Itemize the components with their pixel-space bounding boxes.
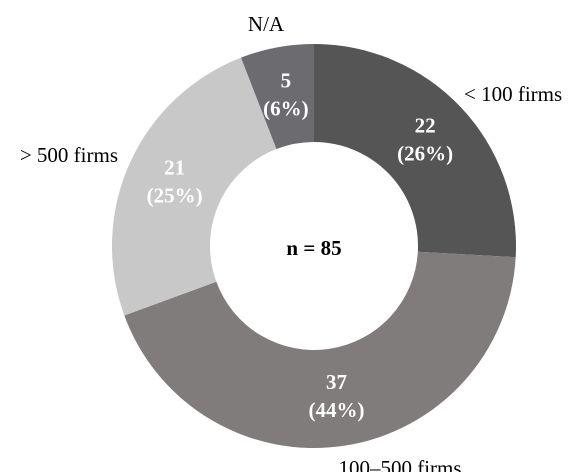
slice-percent-label: (6%) — [263, 96, 309, 120]
slice-value-label: 37 — [326, 370, 347, 394]
slice-category-label: N/A — [248, 12, 285, 36]
slice-value-label: 5 — [281, 68, 292, 92]
slice-value-label: 21 — [164, 156, 185, 180]
donut-slice — [314, 44, 516, 258]
donut-slice — [112, 57, 277, 316]
donut-slice — [124, 251, 516, 448]
slice-category-label: 100–500 firms — [338, 456, 461, 472]
slice-percent-label: (26%) — [397, 142, 453, 166]
donut-slice — [241, 44, 314, 150]
slice-percent-label: (44%) — [309, 398, 365, 422]
slice-percent-label: (25%) — [147, 184, 203, 208]
slices-layer — [112, 44, 516, 448]
center-total-label: n = 85 — [286, 236, 341, 260]
slice-category-label: < 100 firms — [464, 82, 562, 106]
labels-layer: 22 (26%) < 100 firms 37 (44%) 100–500 firms 21… — [20, 12, 562, 472]
slice-value-label: 22 — [415, 114, 436, 138]
slice-category-label: > 500 firms — [20, 143, 118, 167]
